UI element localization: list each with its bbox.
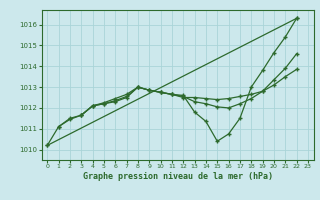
- X-axis label: Graphe pression niveau de la mer (hPa): Graphe pression niveau de la mer (hPa): [83, 172, 273, 181]
